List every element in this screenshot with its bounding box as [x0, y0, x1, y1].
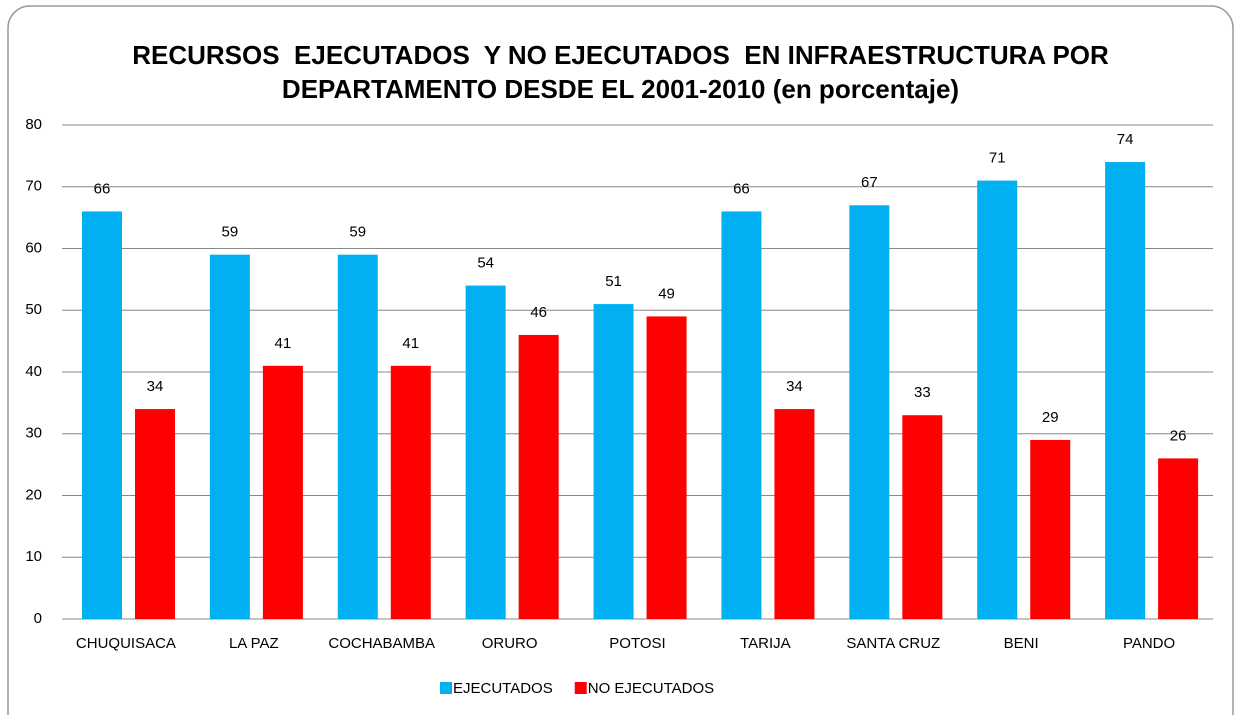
data-label: 51	[605, 273, 622, 290]
x-tick-label: COCHABAMBA	[328, 635, 435, 652]
x-tick-label: CHUQUISACA	[76, 635, 176, 652]
data-label: 34	[147, 378, 164, 395]
data-label: 59	[349, 224, 366, 241]
bar	[390, 365, 431, 619]
y-tick-label: 50	[25, 301, 42, 318]
legend-label: NO EJECUTADOS	[588, 680, 714, 697]
bar	[82, 211, 122, 619]
data-label: 29	[1042, 409, 1059, 426]
bar	[1105, 162, 1146, 620]
bar	[1158, 458, 1199, 619]
data-label: 71	[989, 150, 1006, 167]
chart-title: RECURSOS EJECUTADOS Y NO EJECUTADOS EN I…	[132, 40, 1117, 104]
legend-swatch	[574, 682, 587, 694]
data-label: 67	[861, 174, 878, 191]
legend-label: EJECUTADOS	[453, 680, 553, 697]
bar	[774, 409, 815, 619]
data-label: 41	[275, 335, 292, 352]
y-tick-label: 0	[34, 610, 42, 627]
x-tick-label: POTOSI	[609, 635, 665, 652]
data-label: 54	[477, 255, 494, 272]
data-label: 49	[658, 285, 675, 302]
y-tick-label: 80	[25, 116, 42, 133]
data-label: 34	[786, 378, 803, 395]
x-tick-label: ORURO	[482, 635, 538, 652]
data-label: 46	[530, 304, 547, 321]
x-tick-label: SANTA CRUZ	[846, 635, 940, 652]
bar	[721, 211, 762, 619]
legend-swatch	[440, 682, 452, 694]
data-label: 41	[402, 335, 419, 352]
bar	[209, 254, 250, 620]
bar	[646, 316, 687, 619]
y-tick-label: 40	[25, 363, 42, 380]
y-tick-label: 70	[25, 178, 42, 195]
x-tick-label: BENI	[1004, 635, 1039, 652]
y-tick-label: 20	[25, 486, 42, 503]
data-label: 66	[94, 180, 111, 197]
x-tick-label: PANDO	[1123, 635, 1175, 652]
data-label: 26	[1170, 427, 1187, 444]
y-tick-label: 60	[25, 239, 42, 256]
bar	[262, 365, 303, 619]
bar	[135, 409, 175, 619]
bar	[977, 180, 1018, 619]
y-tick-label: 30	[25, 425, 42, 442]
x-tick-label: LA PAZ	[229, 635, 279, 652]
data-label: 59	[222, 224, 239, 241]
bar	[902, 415, 943, 619]
data-label: 74	[1117, 131, 1134, 148]
bar	[593, 304, 634, 619]
bar	[849, 205, 890, 619]
bar	[337, 254, 378, 620]
data-label: 66	[733, 180, 750, 197]
bar	[465, 285, 506, 619]
x-tick-label: TARIJA	[740, 635, 791, 652]
y-tick-label: 10	[25, 548, 42, 565]
bar	[1030, 439, 1071, 619]
bar	[518, 334, 559, 619]
data-label: 33	[914, 384, 931, 401]
